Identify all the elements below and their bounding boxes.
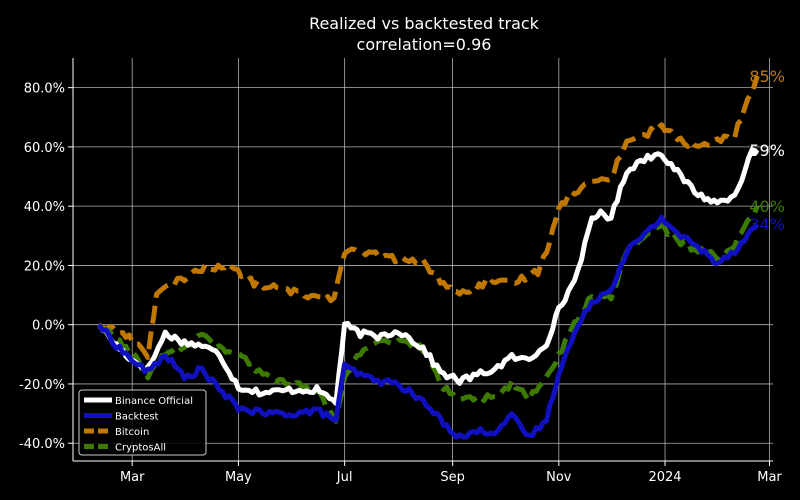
legend: Binance Official Backtest Bitcoin CryptosAl… — [78, 389, 207, 456]
x-tick-label: Mar — [757, 470, 782, 485]
chart-title: Realized vs backtested track — [309, 14, 540, 33]
end-label: 34% — [749, 215, 785, 234]
legend-label: CryptosAll — [115, 443, 166, 454]
y-tick-label: 0.0% — [32, 319, 65, 334]
end-label: 40% — [749, 197, 785, 216]
series-line-bitcoin — [97, 75, 760, 360]
legend-box — [78, 389, 207, 456]
y-tick-label: 40.0% — [24, 200, 65, 215]
series-line-backtest — [96, 214, 760, 440]
legend-label: Bitcoin — [115, 427, 149, 438]
series-line-binance-official — [96, 147, 760, 406]
end-label: 59% — [749, 141, 785, 160]
y-tick-label: -20.0% — [19, 378, 65, 393]
end-labels: 85% 40% 59% 34% — [749, 67, 785, 234]
legend-label: Binance Official — [115, 396, 193, 407]
x-tick-label: Sep — [440, 470, 465, 485]
legend-label: Backtest — [115, 412, 159, 423]
x-tick-label: Nov — [546, 470, 572, 485]
end-label: 85% — [749, 67, 785, 86]
y-tick-label: 20.0% — [24, 259, 65, 274]
chart-subtitle: correlation=0.96 — [357, 35, 492, 54]
y-tick-label: 60.0% — [24, 141, 65, 156]
axes: Mar May Jul Sep Nov 2024 Mar -40.0% -20.0% 0.0% 20… — [19, 58, 782, 485]
y-tick-label: 80.0% — [24, 82, 65, 97]
x-tick-label: Jul — [336, 470, 353, 485]
x-tick-label: May — [225, 470, 252, 485]
y-tick-label: -40.0% — [19, 437, 65, 452]
series-lines — [96, 75, 760, 440]
x-tick-label: 2024 — [648, 470, 681, 485]
x-tick-label: Mar — [120, 470, 145, 485]
